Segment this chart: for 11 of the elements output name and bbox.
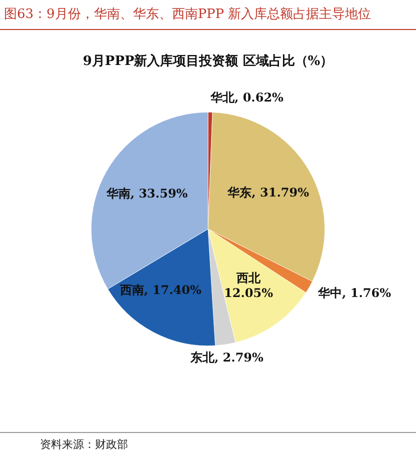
chart-title: 图63：9月份，华南、华东、西南PPP 新入库总额占据主导地位 (0, 0, 416, 30)
chart-subtitle: 9月PPP新入库项目投资额 区域占比（%） (82, 52, 334, 70)
slice-label: 东北, 2.79% (189, 350, 264, 364)
data-label: 12.05% (224, 286, 274, 300)
slice-label: 西北 (235, 270, 262, 285)
text: 资料来源：财政部 (0, 432, 416, 452)
slice-label: 华中, 1.76% (316, 286, 392, 300)
slice-label: 华南, 33.59% (105, 186, 188, 201)
slice-label: 华北, 0.62% (209, 90, 284, 104)
slice-label: 华东, 31.79% (226, 186, 310, 200)
slice-label: 西南, 17.40% (119, 283, 202, 298)
